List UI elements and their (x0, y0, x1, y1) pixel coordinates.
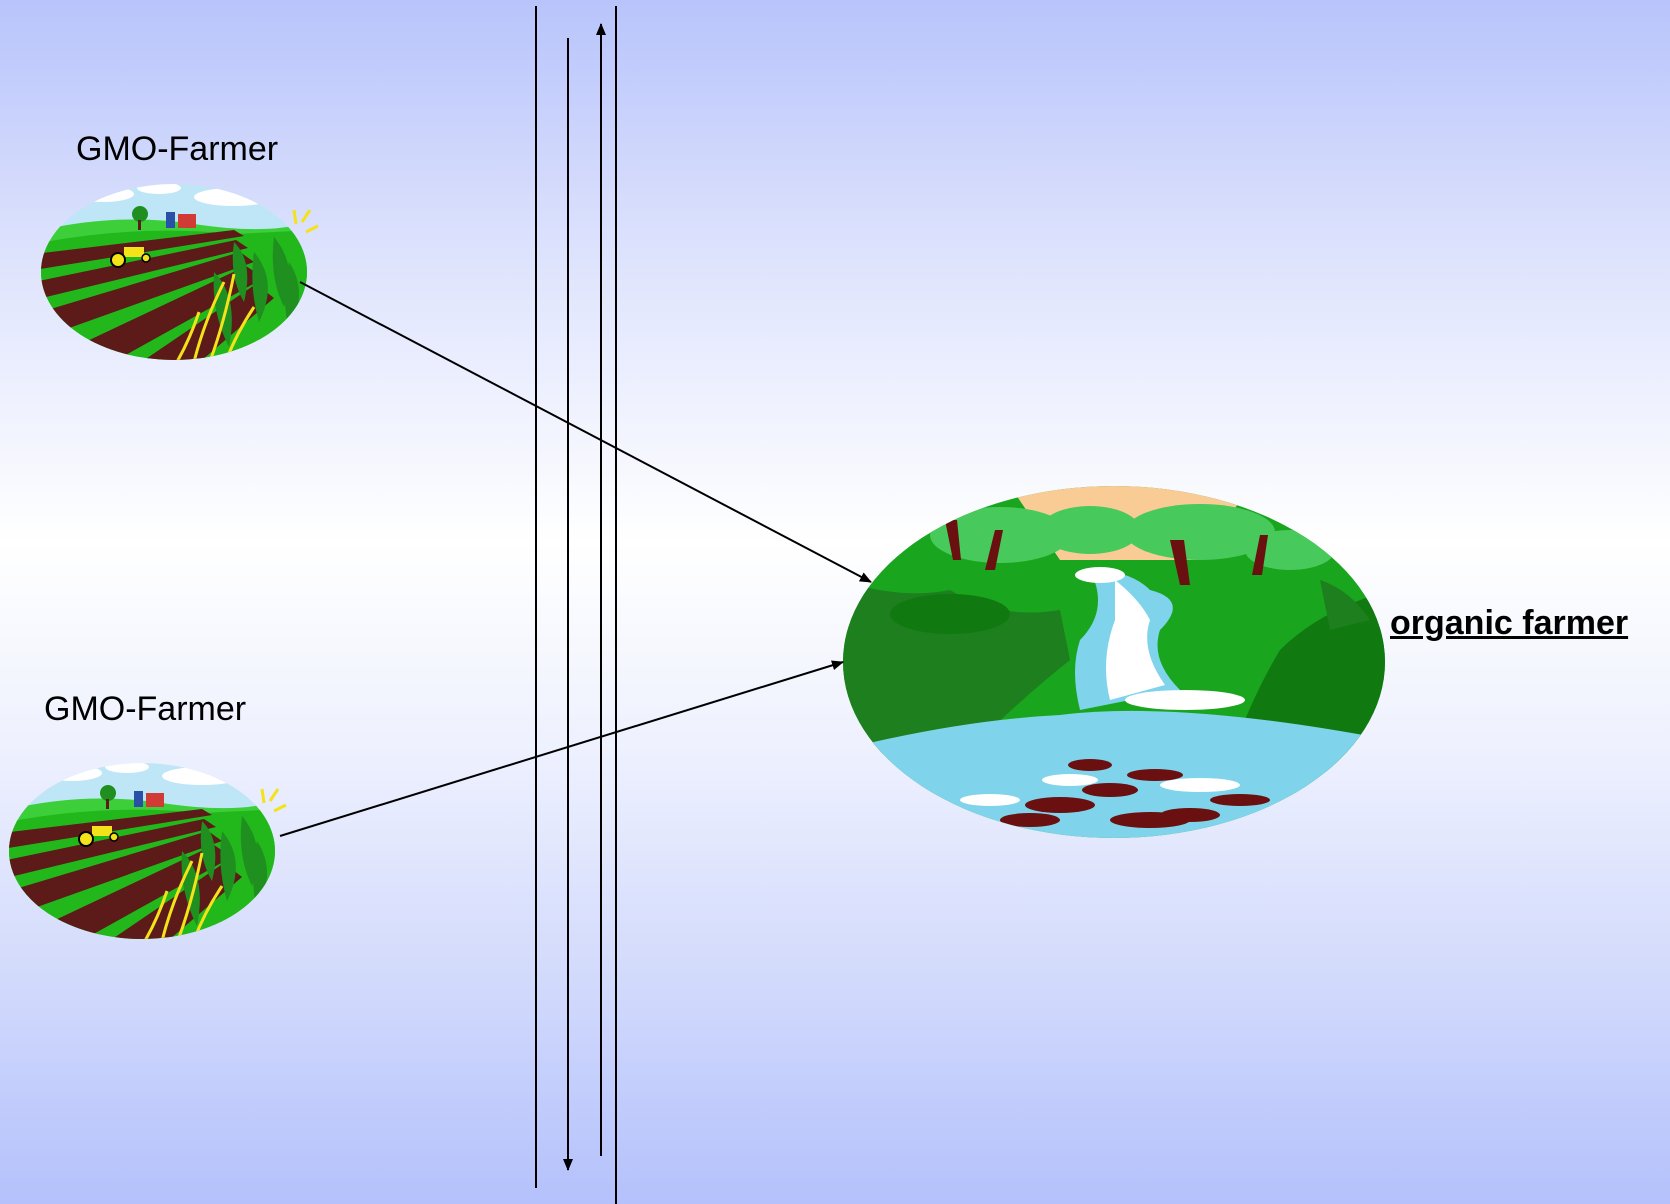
waterfall-forest-icon (843, 486, 1385, 838)
farm-field-icon (34, 177, 318, 367)
gmo-farmer-label-top: GMO-Farmer (76, 130, 279, 168)
gmo-farmer-label-bottom: GMO-Farmer (44, 690, 247, 728)
gene-flow-arrow-top (299, 281, 872, 583)
organic-farmer-label: organic farmer (1390, 604, 1629, 642)
gene-flow-arrow-bottom (279, 660, 844, 837)
farm-field-icon (2, 756, 286, 946)
